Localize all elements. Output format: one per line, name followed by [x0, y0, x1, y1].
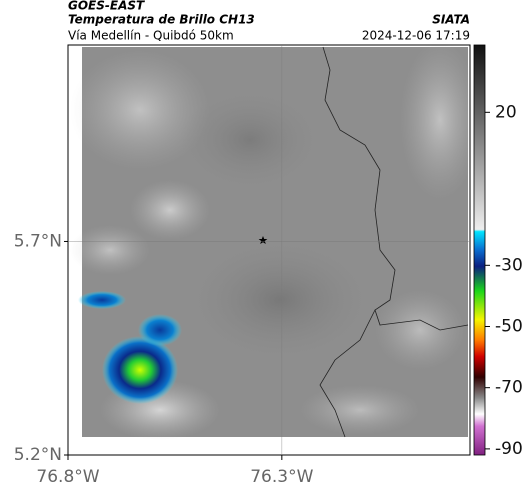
- colorbar-tick-label: -30: [495, 255, 523, 275]
- subtitle: Temperatura de Brillo CH13: [68, 13, 255, 27]
- colorbar-tick-label: -90: [495, 439, 523, 459]
- datetime: 2024-12-06 17:19: [362, 29, 470, 43]
- map-frame: [67, 44, 471, 456]
- y-tick-label: 5.7°N: [14, 231, 62, 251]
- colorbar: [473, 44, 486, 456]
- colorbar-tick-label: -50: [495, 316, 523, 336]
- x-tick-label: 76.8°W: [36, 467, 99, 487]
- satellite-image: [70, 40, 480, 440]
- x-tick-label: 76.3°W: [250, 467, 313, 487]
- y-tick-label: 5.2°N: [14, 445, 62, 465]
- source: SIATA: [432, 13, 470, 27]
- title: GOES-EAST: [68, 0, 145, 13]
- region: Vía Medellín - Quibdó 50km: [68, 29, 234, 43]
- colorbar-tick-label: 20: [495, 102, 517, 122]
- colorbar-tick-label: -70: [495, 378, 523, 398]
